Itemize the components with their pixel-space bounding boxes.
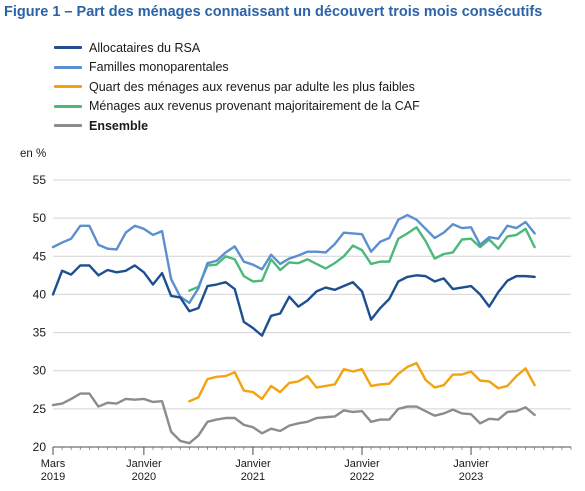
x-tick-label: Mars [41, 458, 66, 470]
legend-item-caf: Ménages aux revenus provenant majoritair… [54, 97, 420, 117]
legend-item-rsa: Allocataires du RSA [54, 38, 420, 58]
legend-swatch [54, 65, 82, 69]
legend-swatch [54, 104, 82, 108]
x-tick-label: 2022 [350, 471, 374, 483]
y-tick-label: 20 [33, 440, 47, 454]
legend-swatch [54, 85, 82, 89]
x-tick-label: 2020 [132, 471, 156, 483]
legend-label: Allocataires du RSA [89, 40, 201, 55]
legend-swatch [54, 124, 82, 128]
series-line-1 [51, 213, 536, 305]
legend-item-quart-revenus: Quart des ménages aux revenus par adulte… [54, 77, 420, 97]
legend-label: Ensemble [89, 118, 149, 133]
x-tick-label: Janvier [235, 458, 271, 470]
y-tick-label: 40 [33, 287, 47, 301]
legend-swatch [54, 46, 82, 50]
x-tick-label: 2019 [41, 471, 65, 483]
legend-item-monoparentales: Familles monoparentales [54, 58, 420, 78]
chart-legend: Allocataires du RSA Familles monoparenta… [54, 38, 420, 136]
x-tick-label: Janvier [453, 458, 489, 470]
y-tick-label: 50 [33, 211, 47, 225]
legend-item-ensemble: Ensemble [54, 116, 420, 136]
x-tick-label: 2023 [459, 471, 483, 483]
y-tick-label: 55 [33, 173, 47, 187]
y-tick-label: 25 [33, 402, 47, 416]
legend-label: Ménages aux revenus provenant majoritair… [89, 99, 420, 114]
series-line-4 [51, 392, 536, 445]
series-line-0 [51, 264, 536, 337]
series-line-2 [188, 361, 536, 403]
x-tick-label: Janvier [126, 458, 162, 470]
figure-title: Figure 1 – Part des ménages connaissant … [4, 4, 543, 20]
y-axis-unit-label: en % [20, 148, 47, 160]
legend-label: Quart des ménages aux revenus par adulte… [89, 79, 415, 94]
y-tick-label: 30 [33, 364, 47, 378]
legend-label: Familles monoparentales [89, 60, 229, 75]
x-tick-label: 2021 [241, 471, 265, 483]
series-line-3 [188, 226, 536, 292]
y-tick-label: 35 [33, 326, 47, 340]
y-tick-label: 45 [33, 249, 47, 263]
x-tick-label: Janvier [344, 458, 380, 470]
